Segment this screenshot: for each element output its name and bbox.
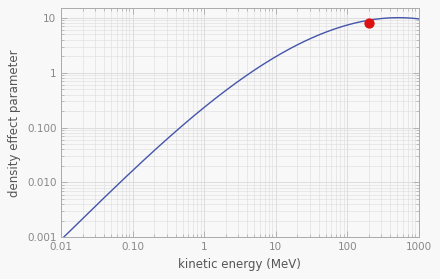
- Point: [365, 21, 372, 26]
- X-axis label: kinetic energy (MeV): kinetic energy (MeV): [179, 258, 301, 271]
- Y-axis label: density effect parameter: density effect parameter: [8, 49, 21, 197]
